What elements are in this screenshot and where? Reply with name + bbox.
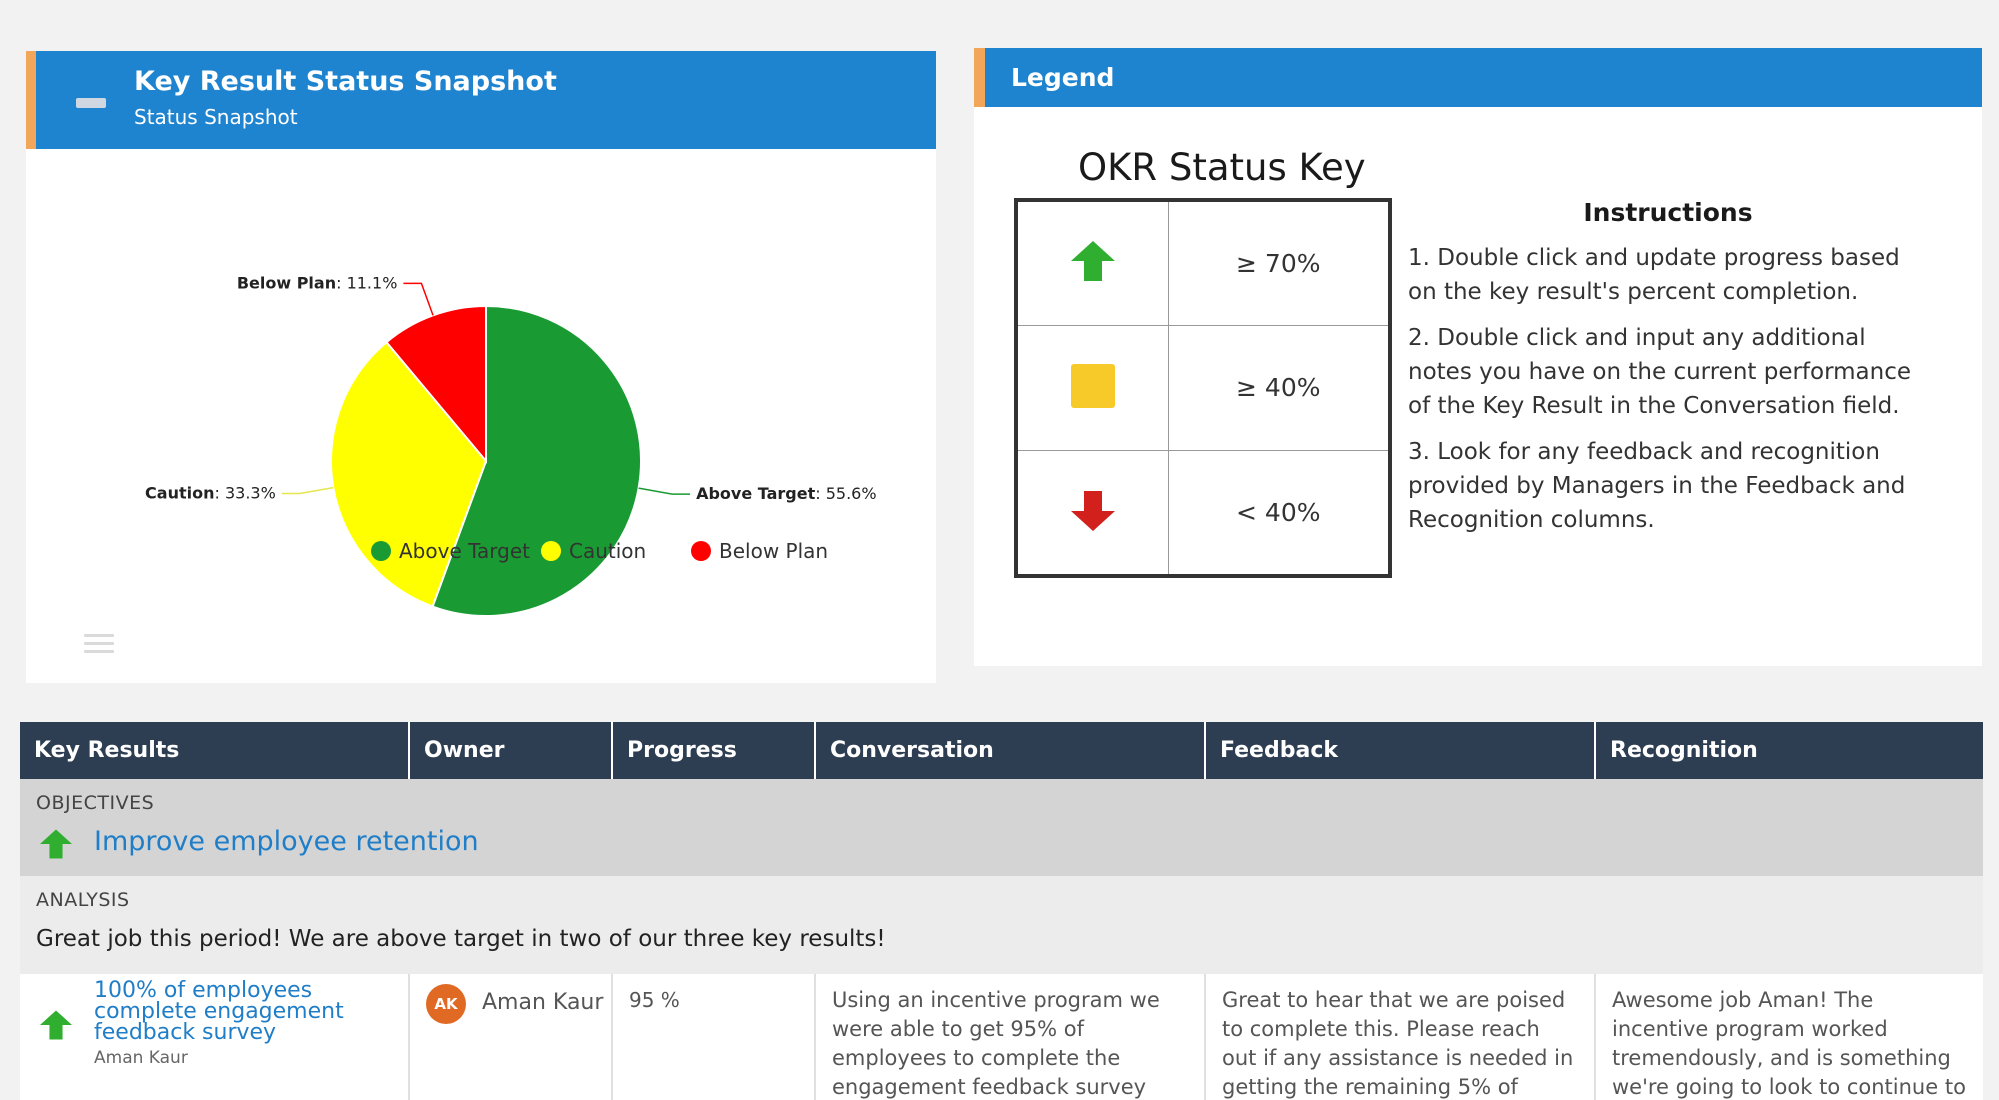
recognition-text: Awesome job Aman! The incentive program … <box>1612 988 1966 1099</box>
status-range-label: ≥ 70% <box>1167 199 1391 326</box>
legend-title: Legend <box>1011 63 1115 92</box>
feedback-text: Great to hear that we are poised to comp… <box>1222 988 1574 1099</box>
progress-value: 95 % <box>629 988 680 1012</box>
pie-slice-above-target[interactable] <box>431 304 642 617</box>
status-snapshot-panel: Key Result Status Snapshot Status Snapsh… <box>26 51 936 683</box>
legend-item-caution[interactable]: Caution <box>541 539 646 563</box>
square-icon <box>1015 324 1169 452</box>
legend-label: Caution <box>569 539 646 563</box>
owner-name: Aman Kaur <box>482 990 604 1015</box>
snapshot-subtitle: Status Snapshot <box>134 105 298 129</box>
objectives-label: OBJECTIVES <box>36 792 155 814</box>
instructions: Instructions 1. Double click and update … <box>1408 198 1928 549</box>
column-header-conversation[interactable]: Conversation <box>816 722 1206 779</box>
okr-status-key-title: OKR Status Key <box>1078 146 1366 189</box>
key-result-link[interactable]: 100% of employees complete engagement fe… <box>94 978 344 1045</box>
pie-slice-caution[interactable] <box>330 340 488 608</box>
legend-label: Below Plan <box>719 539 828 563</box>
column-header-feedback[interactable]: Feedback <box>1206 722 1596 779</box>
pie-connector-line <box>638 487 691 495</box>
column-header-recognition[interactable]: Recognition <box>1610 738 1758 763</box>
column-header-key-results[interactable]: Key Results <box>20 722 410 779</box>
status-key-row: ≥ 40% <box>1015 324 1391 452</box>
key-result-owner-subtext: Aman Kaur <box>94 1048 188 1068</box>
pie-connector-line <box>281 486 334 495</box>
legend-panel: Legend OKR Status Key ≥ 70% ≥ 40% < 40% … <box>974 48 1982 666</box>
owner-cell[interactable]: AK Aman Kaur <box>410 974 613 1100</box>
instruction-item: 1. Double click and update progress base… <box>1408 245 1900 305</box>
analysis-row[interactable]: ANALYSIS Great job this period! We are a… <box>20 876 1983 974</box>
okr-status-key-table: ≥ 70% ≥ 40% < 40% <box>1014 198 1392 578</box>
up-arrow-icon <box>1015 199 1169 326</box>
status-range-label: < 40% <box>1167 450 1391 577</box>
objective-title[interactable]: Improve employee retention <box>94 826 479 857</box>
conversation-cell[interactable]: Using an incentive program we were able … <box>816 974 1206 1100</box>
legend-swatch <box>371 541 391 561</box>
recognition-cell[interactable]: Awesome job Aman! The incentive program … <box>1596 974 1983 1100</box>
status-range-label: ≥ 40% <box>1167 324 1391 452</box>
objective-row[interactable]: OBJECTIVES Improve employee retention <box>20 779 1983 876</box>
legend-swatch <box>541 541 561 561</box>
instruction-item: 2. Double click and input any additional… <box>1408 325 1912 419</box>
snapshot-title: Key Result Status Snapshot <box>134 66 557 97</box>
table-row[interactable]: 100% of employees complete engagement fe… <box>20 974 1983 1100</box>
instructions-title: Instructions <box>1583 198 1753 227</box>
column-header-progress[interactable]: Progress <box>613 722 816 779</box>
status-pie-chart: Above Target: 55.6% Caution: 33.3% Below P… <box>145 273 877 617</box>
legend-item-below-plan[interactable]: Below Plan <box>691 539 828 563</box>
column-header-owner[interactable]: Owner <box>410 722 613 779</box>
avatar: AK <box>426 984 466 1024</box>
status-key-row: < 40% <box>1015 450 1391 577</box>
snapshot-panel-header: Key Result Status Snapshot Status Snapsh… <box>26 51 936 149</box>
progress-cell[interactable]: 95 % <box>613 974 816 1100</box>
pie-data-label: Below Plan: 11.1% <box>237 273 398 292</box>
conversation-text: Using an incentive program we were able … <box>832 988 1160 1099</box>
legend-label: Above Target <box>399 539 530 563</box>
status-key-row: ≥ 70% <box>1015 199 1391 326</box>
legend-panel-header: Legend <box>974 48 1982 107</box>
up-arrow-icon <box>40 1010 72 1044</box>
grid-header: Key Results Owner Progress Conversation … <box>20 722 1983 779</box>
analysis-text: Great job this period! We are above targ… <box>36 926 886 952</box>
down-arrow-icon <box>1015 450 1169 577</box>
legend-swatch <box>691 541 711 561</box>
pie-connector-line <box>403 282 434 316</box>
up-arrow-icon <box>40 829 72 863</box>
pie-data-label: Caution: 33.3% <box>145 483 276 502</box>
analysis-label: ANALYSIS <box>36 889 130 911</box>
instruction-item: 3. Look for any feedback and recognition… <box>1408 439 1906 533</box>
feedback-cell[interactable]: Great to hear that we are poised to comp… <box>1206 974 1596 1100</box>
okr-grid: Key Results Owner Progress Conversation … <box>20 722 1983 1100</box>
key-result-cell[interactable]: 100% of employees complete engagement fe… <box>20 974 410 1100</box>
legend-item-above-target[interactable]: Above Target <box>371 539 530 563</box>
collapse-icon[interactable] <box>76 98 106 108</box>
pie-slice-below-plan[interactable] <box>385 304 487 464</box>
chart-menu-icon[interactable] <box>84 634 114 658</box>
pie-data-label: Above Target: 55.6% <box>696 484 876 503</box>
